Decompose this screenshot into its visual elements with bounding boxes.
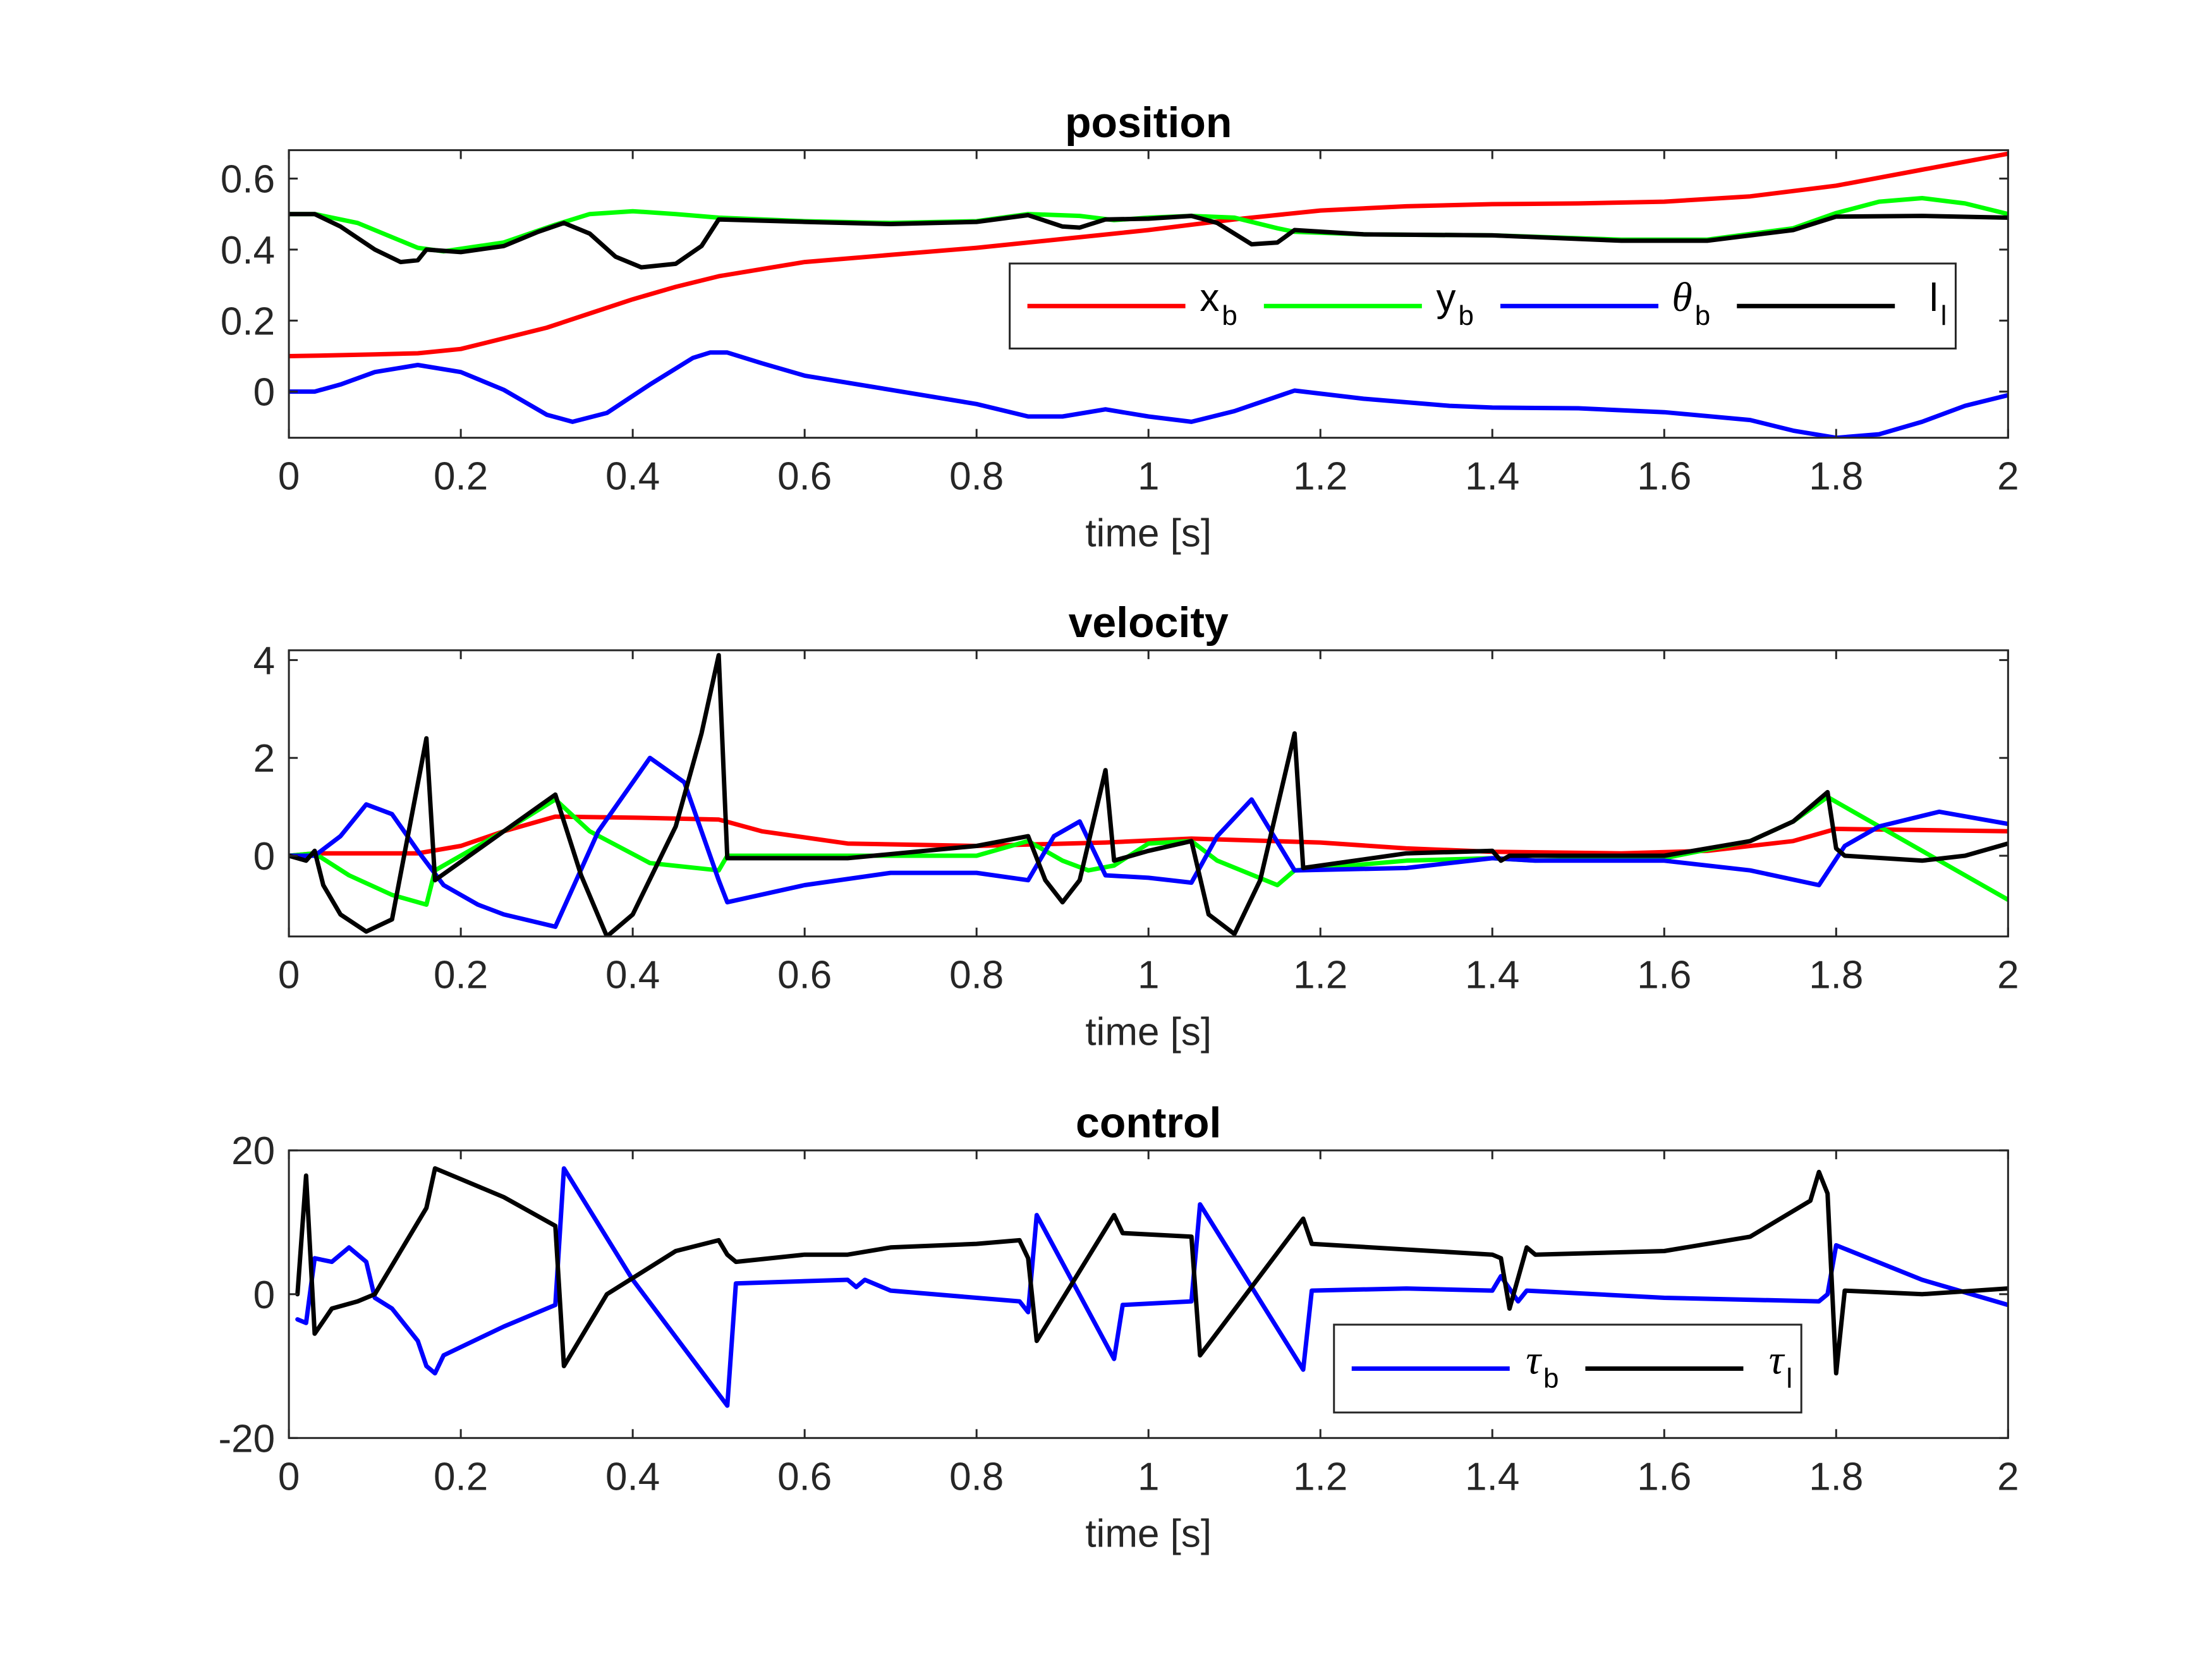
x-tick-label: 1.4 bbox=[1465, 455, 1519, 499]
legend-entry-base: y bbox=[1437, 276, 1456, 320]
legend-entry-base: l bbox=[1929, 276, 1938, 320]
plot-area bbox=[289, 650, 2008, 937]
x-tick-label: 0.6 bbox=[777, 1455, 832, 1498]
legend-entry-base: τ bbox=[1769, 1337, 1785, 1383]
y-tick-label: 4 bbox=[253, 639, 275, 683]
series-line-l_l bbox=[289, 212, 2008, 270]
x-tick-label: 2 bbox=[1997, 455, 2019, 499]
x-tick-label: 1.6 bbox=[1637, 954, 1691, 997]
x-tick-label: 1.8 bbox=[1809, 1455, 1863, 1498]
x-axis-label: time [s] bbox=[1085, 1011, 1212, 1054]
x-tick-label: 0.8 bbox=[949, 455, 1004, 499]
legend-entry-τ_b: τb bbox=[1526, 1337, 1559, 1394]
x-axis-label: time [s] bbox=[1085, 512, 1212, 556]
series-group bbox=[289, 653, 2008, 937]
x-tick-label: 1.4 bbox=[1465, 1455, 1519, 1498]
x-tick-label: 1 bbox=[1138, 954, 1159, 997]
legend-entry-subscript: l bbox=[1786, 1363, 1792, 1394]
series-line-x_b bbox=[289, 151, 2008, 358]
x-tick-label: 1 bbox=[1138, 455, 1159, 499]
legend-entry-τ_l: τl bbox=[1769, 1337, 1792, 1394]
legend-entry-l_l: ll bbox=[1929, 276, 1947, 331]
y-tick-label: 2 bbox=[253, 737, 275, 781]
legend-entry-base: τ bbox=[1526, 1337, 1542, 1383]
y-tick-label: -20 bbox=[218, 1417, 275, 1461]
legend: τb τl bbox=[1333, 1323, 1802, 1414]
legend-entry-subscript: l bbox=[1941, 300, 1947, 331]
series-group bbox=[289, 151, 2008, 438]
series-line-τ_l bbox=[295, 1166, 2008, 1376]
y-tick-label: 0 bbox=[253, 1273, 275, 1317]
legend-entry-subscript: b bbox=[1459, 300, 1474, 331]
x-tick-label: 1.2 bbox=[1293, 954, 1347, 997]
chart-title: control bbox=[1076, 1098, 1221, 1146]
x-tick-label: 0.2 bbox=[434, 954, 488, 997]
x-tick-label: 2 bbox=[1997, 954, 2019, 997]
legend-entry-x_b: xb bbox=[1200, 276, 1237, 331]
series-line-l_l bbox=[289, 653, 2008, 937]
y-tick-label: 0.2 bbox=[221, 300, 275, 343]
legend-entry-subscript: b bbox=[1543, 1363, 1559, 1394]
x-tick-label: 0.8 bbox=[949, 1455, 1004, 1498]
x-tick-label: 0.6 bbox=[777, 954, 832, 997]
x-tick-label: 1.8 bbox=[1809, 455, 1863, 499]
x-tick-label: 0.2 bbox=[434, 1455, 488, 1498]
x-tick-label: 0 bbox=[278, 1455, 300, 1498]
legend-entry-base: x bbox=[1200, 276, 1219, 320]
x-tick-label: 0.6 bbox=[777, 455, 832, 499]
series-line-θ_b bbox=[289, 755, 2008, 929]
y-tick-label: 0.6 bbox=[221, 158, 275, 202]
x-tick-label: 1.6 bbox=[1637, 455, 1691, 499]
x-tick-label: 0 bbox=[278, 455, 300, 499]
subplot-velocity: 0 0.2 0.4 0.6 0.8 1 1.2 1.4 1.6 1.8 2 0 2 4 velocity ti… bbox=[253, 599, 2019, 1054]
x-axis-label: time [s] bbox=[1085, 1512, 1212, 1555]
x-tick-label: 1.8 bbox=[1809, 954, 1863, 997]
x-tick-label: 1.2 bbox=[1293, 1455, 1347, 1498]
x-tick-label: 0.8 bbox=[949, 954, 1004, 997]
y-tick-label: 0.4 bbox=[221, 229, 275, 272]
x-tick-label: 0.4 bbox=[605, 954, 660, 997]
subplot-control: 0 0.2 0.4 0.6 0.8 1 1.2 1.4 1.6 1.8 2-20020control… bbox=[218, 1098, 2019, 1555]
x-tick-label: 0.4 bbox=[605, 455, 660, 499]
y-tick-label: 0 bbox=[253, 835, 275, 878]
legend-entry-base: θ bbox=[1672, 274, 1692, 320]
x-tick-label: 2 bbox=[1997, 1455, 2019, 1498]
legend-entry-θ_b: θb bbox=[1672, 274, 1710, 331]
chart-title: velocity bbox=[1069, 599, 1229, 647]
x-tick-label: 1.6 bbox=[1637, 1455, 1691, 1498]
legend-entry-subscript: b bbox=[1222, 300, 1237, 331]
chart-title: position bbox=[1065, 99, 1232, 147]
series-line-θ_b bbox=[289, 350, 2008, 438]
x-tick-label: 0.4 bbox=[605, 1455, 660, 1498]
x-tick-label: 0.2 bbox=[434, 455, 488, 499]
y-tick-label: 20 bbox=[231, 1129, 275, 1173]
subplot-position: 0 0.2 0.4 0.6 0.8 1 1.2 1.4 1.6 1.8 2 0 0.2 0.4 0.6 pos… bbox=[221, 99, 2019, 556]
x-tick-label: 1.4 bbox=[1465, 954, 1519, 997]
series-line-τ_b bbox=[295, 1166, 2008, 1408]
x-tick-label: 1 bbox=[1138, 1455, 1159, 1498]
legend-entry-y_b: yb bbox=[1437, 276, 1474, 331]
legend-entry-subscript: b bbox=[1695, 300, 1710, 331]
x-tick-label: 1.2 bbox=[1293, 455, 1347, 499]
legend: xb yb θb ll bbox=[1009, 262, 1957, 349]
y-tick-label: 0 bbox=[253, 371, 275, 415]
series-group bbox=[295, 1166, 2008, 1408]
x-tick-label: 0 bbox=[278, 954, 300, 997]
